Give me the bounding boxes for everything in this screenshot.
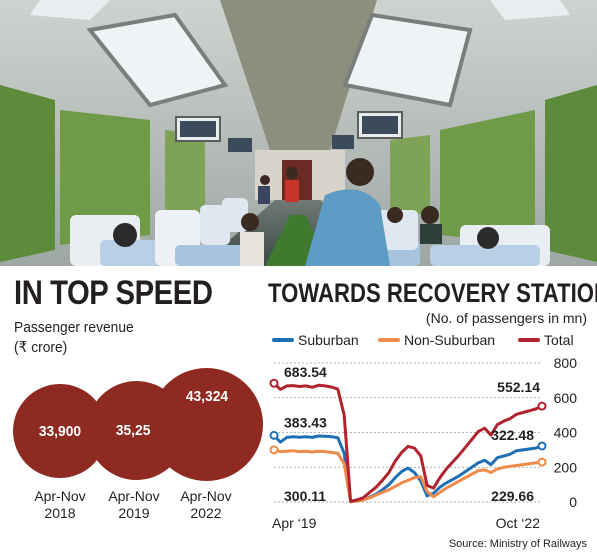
revenue-subtitle-line1: Passenger revenue — [14, 319, 134, 336]
x-axis-start-label: Apr ‘19 — [272, 515, 317, 531]
y-tick-label: 600 — [554, 390, 578, 406]
period-line1: Apr-Nov — [180, 488, 232, 504]
y-tick-label: 800 — [554, 355, 578, 371]
data-label: 322.48 — [491, 427, 534, 443]
series-line-suburban — [272, 434, 543, 504]
data-label: 552.14 — [497, 379, 540, 395]
revenue-bubble-2022: 43,324 — [150, 368, 263, 481]
series-end-point — [537, 457, 547, 467]
period-line2: 2018 — [44, 505, 76, 521]
series-end-point — [537, 401, 547, 411]
revenue-period-2018: Apr-Nov 2018 — [20, 488, 100, 522]
revenue-bubble-value: 33,900 — [38, 422, 82, 440]
legend-label: Total — [544, 332, 574, 348]
passengers-subtitle: (No. of passengers in mn) — [425, 310, 587, 326]
revenue-period-2022: Apr-Nov 2022 — [166, 488, 246, 522]
revenue-title: IN TOP SPEED — [14, 274, 213, 312]
source-note: Source: Ministry of Railways — [448, 538, 587, 550]
data-label: 683.54 — [284, 364, 327, 380]
legend-label: Non-Suburban — [404, 332, 495, 348]
y-tick-label: 0 — [569, 494, 577, 510]
revenue-subtitle: Passenger revenue (₹ crore) — [14, 318, 134, 358]
revenue-bubble-value: 43,324 — [185, 388, 228, 405]
legend-label: Suburban — [298, 332, 359, 348]
series-start-point — [269, 445, 279, 455]
passengers-title: TOWARDS RECOVERY STATION — [268, 278, 597, 308]
series-line-non-suburban — [273, 448, 543, 504]
period-line2: 2022 — [190, 505, 222, 521]
data-label: 300.11 — [284, 488, 326, 504]
train-interior-photo — [0, 0, 597, 266]
series-start-point — [269, 430, 279, 440]
series-start-point — [269, 378, 279, 388]
period-line1: Apr-Nov — [108, 488, 160, 504]
revenue-subtitle-line2: (₹ crore) — [14, 339, 68, 356]
revenue-period-2019: Apr-Nov 2019 — [94, 488, 174, 522]
y-tick-label: 400 — [554, 425, 578, 441]
y-tick-label: 200 — [554, 459, 578, 475]
period-line2: 2019 — [118, 505, 150, 521]
series-end-point — [537, 441, 547, 451]
passengers-line-chart: 0 200 400 600 800 Suburban Non-Suburban Total 38… — [269, 332, 578, 531]
period-line1: Apr-Nov — [34, 488, 86, 504]
data-label: 229.66 — [491, 488, 534, 504]
revenue-bubble-value: 35,254 — [115, 422, 158, 439]
data-label: 383.43 — [284, 414, 327, 430]
series-line-total — [272, 382, 543, 503]
x-axis-end-label: Oct ‘22 — [496, 515, 541, 531]
